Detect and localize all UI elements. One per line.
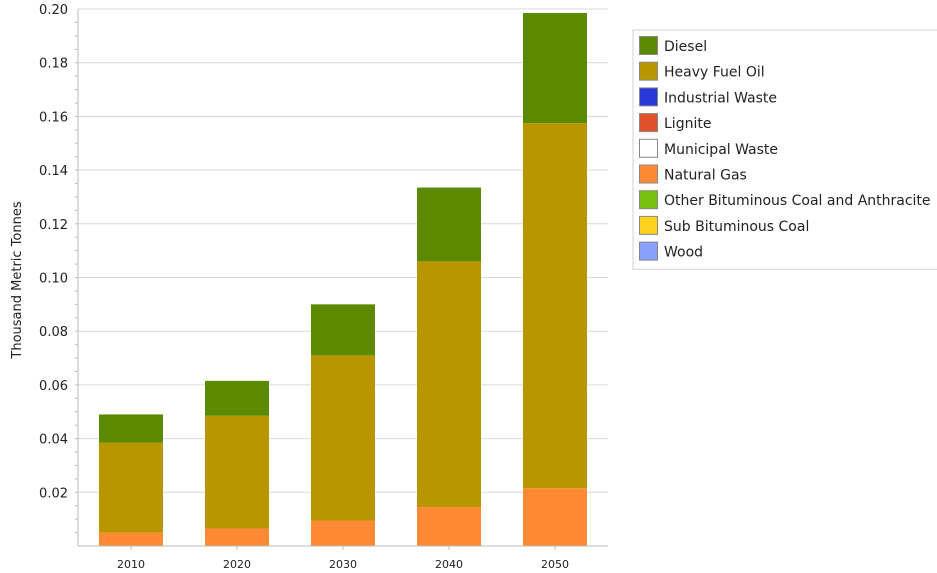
bar-segment-heavy-fuel-oil-2020 [205, 415, 269, 529]
bar-segment-heavy-fuel-oil-2010 [99, 442, 163, 533]
x-tick-label: 2020 [223, 558, 251, 571]
y-tick-label: 0.14 [39, 164, 68, 179]
x-tick-label: 2050 [541, 558, 569, 571]
y-tick-label: 0.02 [39, 486, 68, 501]
bar-segment-diesel-2030 [311, 304, 375, 356]
bar-segment-diesel-2010 [99, 414, 163, 443]
legend: Diesel Heavy Fuel Oil Industrial Waste Lign… [632, 29, 937, 270]
y-tick-label: 0.20 [39, 3, 68, 18]
bar-segment-diesel-2050 [523, 13, 587, 124]
legend-swatch [639, 164, 658, 184]
legend-label: Sub Bituminous Coal [664, 219, 809, 235]
legend-swatch [639, 138, 658, 158]
legend-swatch [639, 241, 658, 261]
legend-swatch [639, 190, 658, 210]
y-tick-label: 0.06 [39, 379, 68, 394]
grid [78, 8, 608, 493]
legend-swatch [639, 113, 658, 133]
legend-swatch [639, 215, 658, 235]
legend-label: Natural Gas [664, 168, 747, 184]
y-tick-label: 0.18 [39, 57, 68, 72]
legend-label: Diesel [664, 39, 707, 55]
legend-swatch [639, 87, 658, 107]
legend-label: Municipal Waste [664, 142, 778, 158]
y-tick-label: 0.08 [39, 325, 68, 340]
bar-segment-natural-gas-2040 [417, 507, 481, 546]
x-tick-label: 2010 [117, 558, 145, 571]
bar-segment-natural-gas-2020 [205, 528, 269, 546]
legend-label: Wood [664, 245, 703, 261]
bar-segment-diesel-2020 [205, 380, 269, 416]
axes [75, 9, 608, 550]
y-tick-label: 0.04 [39, 433, 68, 448]
bars [99, 13, 587, 546]
legend-swatch [639, 61, 658, 81]
legend-frame [632, 29, 937, 270]
legend-label: Industrial Waste [664, 90, 777, 106]
bar-segment-natural-gas-2030 [311, 520, 375, 546]
bar-segment-heavy-fuel-oil-2030 [311, 355, 375, 521]
x-tick-labels: 2010 2020 2030 2040 2050 [117, 558, 569, 571]
bar-segment-diesel-2040 [417, 187, 481, 262]
bar-segment-heavy-fuel-oil-2040 [417, 261, 481, 508]
y-axis-label: Thousand Metric Tonnes [10, 201, 25, 359]
legend-label: Lignite [664, 116, 711, 132]
legend-swatch [639, 36, 658, 55]
y-tick-label: 0.10 [39, 272, 68, 287]
bar-segment-heavy-fuel-oil-2050 [523, 123, 587, 489]
y-tick-labels: 0.02 0.04 0.06 0.08 0.10 0.12 0.14 0.16 0.18 0.20 [39, 3, 68, 501]
bar-segment-natural-gas-2050 [523, 488, 587, 546]
bar-segment-natural-gas-2010 [99, 532, 163, 546]
legend-label: Other Bituminous Coal and Anthracite [664, 193, 931, 209]
y-tick-label: 0.12 [39, 218, 68, 233]
legend-label: Heavy Fuel Oil [664, 65, 765, 81]
y-tick-label: 0.16 [39, 110, 68, 125]
x-tick-label: 2030 [329, 558, 357, 571]
x-tick-label: 2040 [435, 558, 463, 571]
